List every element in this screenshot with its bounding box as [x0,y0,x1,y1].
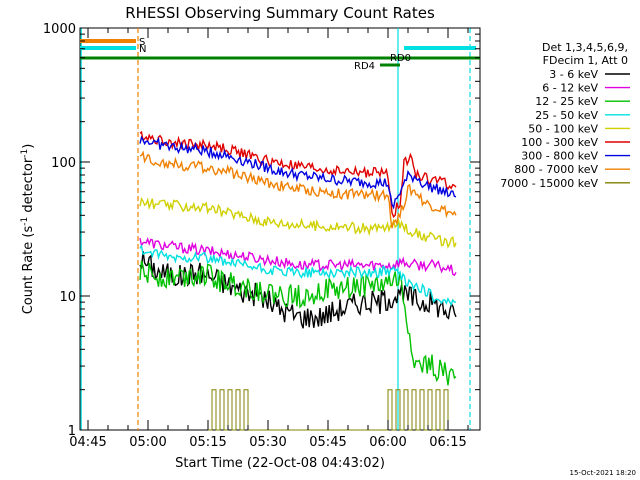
series-line-5 [139,130,457,219]
legend-label-0: 3 - 6 keV [549,68,598,81]
legend-label-3: 25 - 50 keV [535,109,598,122]
series-line-4 [139,196,457,249]
legend-label-6: 300 - 800 keV [521,150,598,163]
y-tick-label-1: 10 [59,290,76,305]
y-tick-label-3: 1000 [43,22,76,37]
legend-header-1: Det 1,3,4,5,6,9, [542,41,628,54]
series-line-6 [139,135,457,210]
legend-label-8: 7000 - 15000 keV [500,177,598,190]
y-axis-label: Count Rate (s-1 detector-1) [20,144,36,315]
x-tick-label-6: 06:15 [429,435,466,450]
x-axis-label: Start Time (22-Oct-08 04:43:02) [175,456,385,471]
state-label-s: S [139,37,145,48]
rd0-label: RD0 [390,53,411,64]
state-bars: SN RD0 RD4 [80,37,480,72]
series-line-8 [208,389,449,431]
series-line-1 [139,236,457,277]
legend-label-2: 12 - 25 keV [535,95,598,108]
plot-frame [79,27,481,431]
x-axis: 04:45 05:00 05:15 05:30 05:45 06:00 06:15 [69,28,469,450]
chart-title: RHESSI Observing Summary Count Rates [125,4,435,22]
legend-label-5: 100 - 300 keV [521,136,598,149]
series-line-2 [139,260,457,386]
legend-label-1: 6 - 12 keV [542,82,598,95]
legend-header-2: FDecim 1, Att 0 [543,54,628,67]
vertical-markers [80,28,471,430]
x-tick-label-2: 05:15 [189,435,226,450]
footer-timestamp: 15-Oct-2021 18:20 [570,469,636,477]
x-tick-label-0: 04:45 [69,435,106,450]
state-label-n: N [139,44,146,55]
x-tick-label-5: 06:00 [369,435,406,450]
x-tick-label-4: 05:45 [309,435,346,450]
series-line-3 [139,244,456,307]
y-axis: 1 10 100 1000 [43,22,480,439]
legend: Det 1,3,4,5,6,9, FDecim 1, Att 0 3 - 6 k… [500,41,630,190]
series-group [139,130,457,431]
y-tick-label-0: 1 [68,424,76,439]
series-line-0 [139,251,457,329]
rd4-label: RD4 [354,61,375,72]
x-tick-label-1: 05:00 [129,435,166,450]
legend-label-7: 800 - 7000 keV [514,163,598,176]
legend-label-4: 50 - 100 keV [528,122,598,135]
y-tick-label-2: 100 [51,156,76,171]
x-tick-label-3: 05:30 [249,435,286,450]
series-line-7 [139,150,457,229]
